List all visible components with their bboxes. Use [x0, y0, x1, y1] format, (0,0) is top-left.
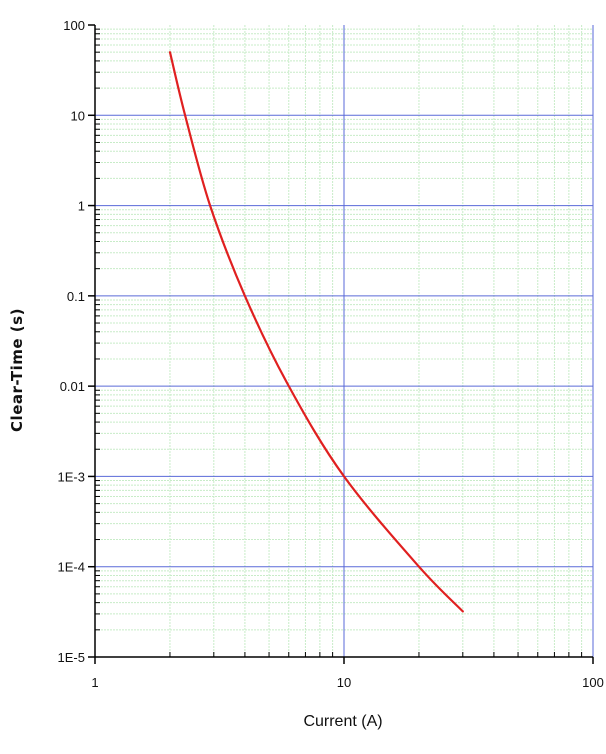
y-tick-label: 1E-5	[58, 650, 85, 665]
minor-grid	[95, 25, 593, 657]
x-axis-ticks: 1 10 100	[91, 657, 604, 690]
y-axis-title: Clear-Time (s)	[8, 308, 26, 432]
x-tick-label: 1	[91, 675, 98, 690]
x-tick-label: 10	[337, 675, 351, 690]
y-axis-ticks: 100 10 1 0.1 0.01 1E-3 1E-4 1E-5	[58, 18, 95, 665]
y-tick-label: 1	[78, 199, 85, 214]
x-axis-title: Current (A)	[303, 713, 382, 730]
axes	[94, 25, 593, 658]
y-tick-label: 1E-4	[58, 560, 85, 575]
series-line-0	[168, 51, 464, 613]
major-grid	[95, 25, 594, 657]
y-tick-label: 100	[63, 18, 85, 33]
y-tick-label: 0.01	[60, 379, 85, 394]
series-layer	[168, 51, 464, 613]
y-tick-label: 1E-3	[58, 469, 85, 484]
x-tick-label: 100	[582, 675, 604, 690]
y-tick-label: 0.1	[67, 289, 85, 304]
y-tick-label: 10	[71, 108, 85, 123]
